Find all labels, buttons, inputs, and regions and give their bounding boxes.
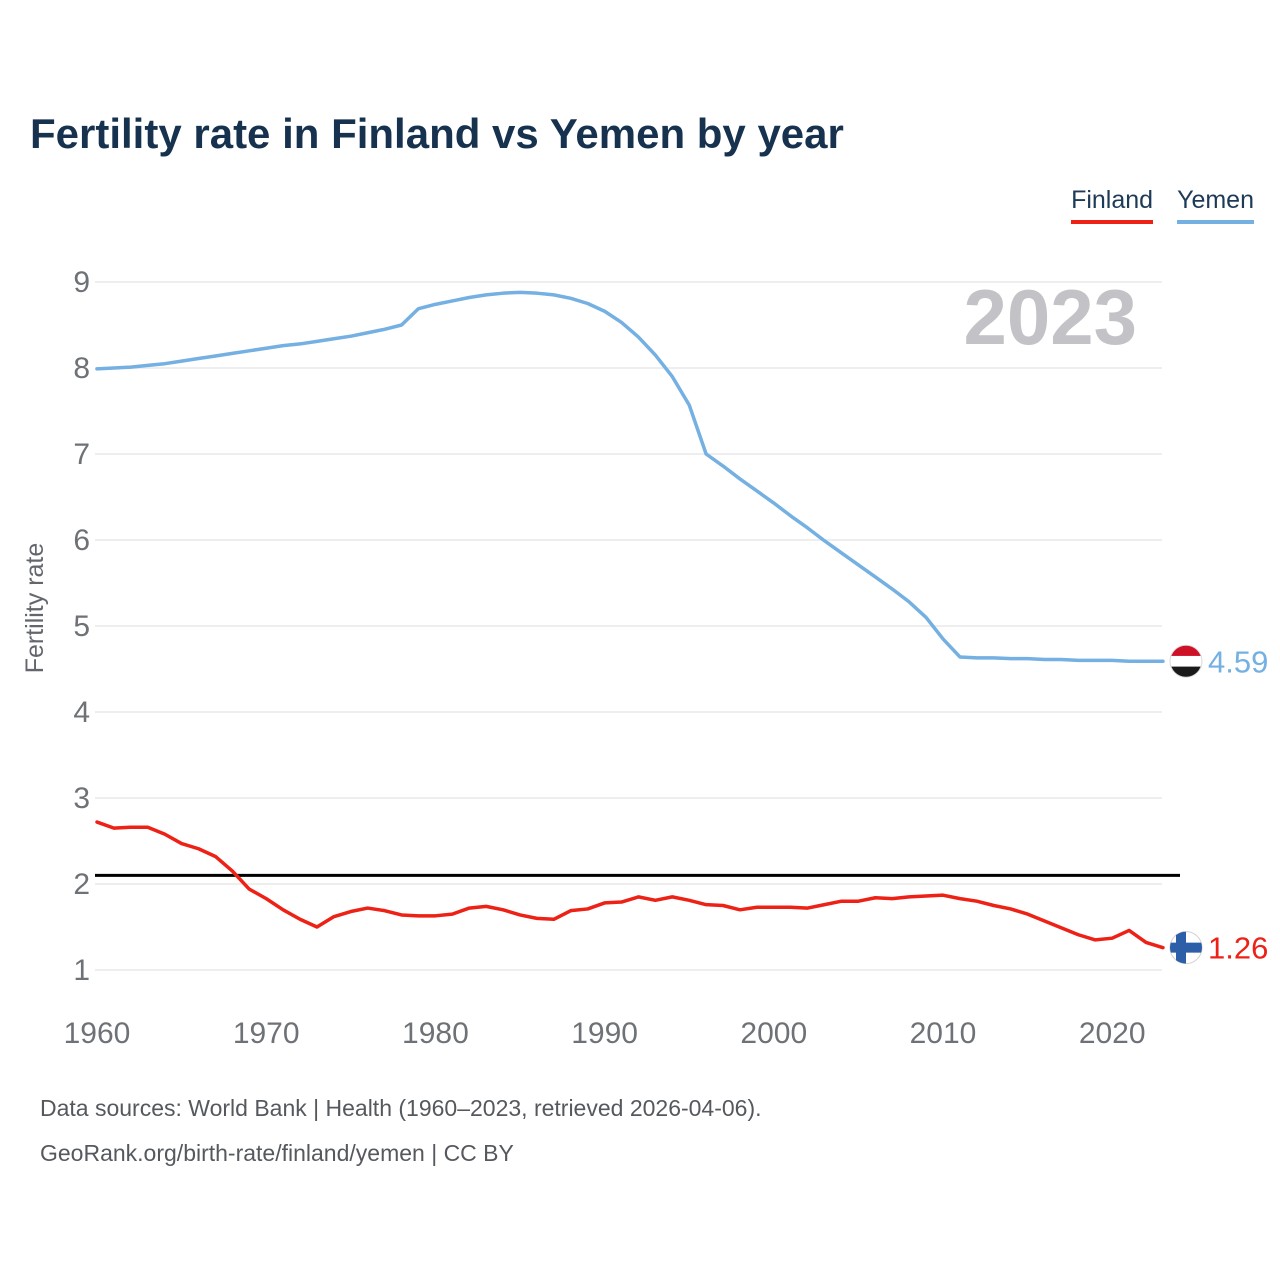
x-tick-label: 1960 — [64, 1017, 131, 1050]
x-tick-label: 1980 — [402, 1017, 469, 1050]
y-tick-label: 1 — [73, 954, 90, 987]
y-axis-title: Fertility rate — [21, 543, 49, 674]
y-tick-label: 8 — [73, 352, 90, 385]
x-tick-label: 2020 — [1079, 1017, 1146, 1050]
x-tick-label: 1990 — [571, 1017, 638, 1050]
y-tick-label: 2 — [73, 868, 90, 901]
y-tick-label: 3 — [73, 782, 90, 815]
watermark-year: 2023 — [963, 273, 1137, 361]
x-tick-label: 2010 — [910, 1017, 977, 1050]
y-tick-label: 9 — [73, 266, 90, 299]
series-line-finland — [95, 820, 1165, 950]
y-tick-label: 4 — [73, 696, 90, 729]
y-tick-label: 5 — [73, 610, 90, 643]
y-tick-label: 7 — [73, 438, 90, 471]
series-line-yemen — [95, 290, 1165, 664]
footer-attribution: GeoRank.org/birth-rate/finland/yemen | C… — [40, 1140, 514, 1166]
legend-item-yemen[interactable]: Yemen — [1177, 186, 1254, 224]
x-tick-label: 2000 — [740, 1017, 807, 1050]
end-value-label-finland: 1.26 — [1208, 931, 1268, 966]
yemen-flag-border — [1169, 644, 1203, 678]
legend: Finland Yemen — [1071, 186, 1254, 224]
footer-data-sources: Data sources: World Bank | Health (1960–… — [40, 1095, 762, 1121]
yemen-flag-icon — [1170, 645, 1202, 678]
page-title: Fertility rate in Finland vs Yemen by ye… — [30, 110, 844, 157]
finland-flag-cross — [1170, 931, 1202, 964]
footer: Data sources: World Bank | Health (1960–… — [40, 1086, 762, 1176]
end-value-label-yemen: 4.59 — [1208, 644, 1268, 679]
x-tick-label: 1970 — [233, 1017, 300, 1050]
y-tick-label: 6 — [73, 524, 90, 557]
legend-item-finland[interactable]: Finland — [1071, 186, 1154, 224]
